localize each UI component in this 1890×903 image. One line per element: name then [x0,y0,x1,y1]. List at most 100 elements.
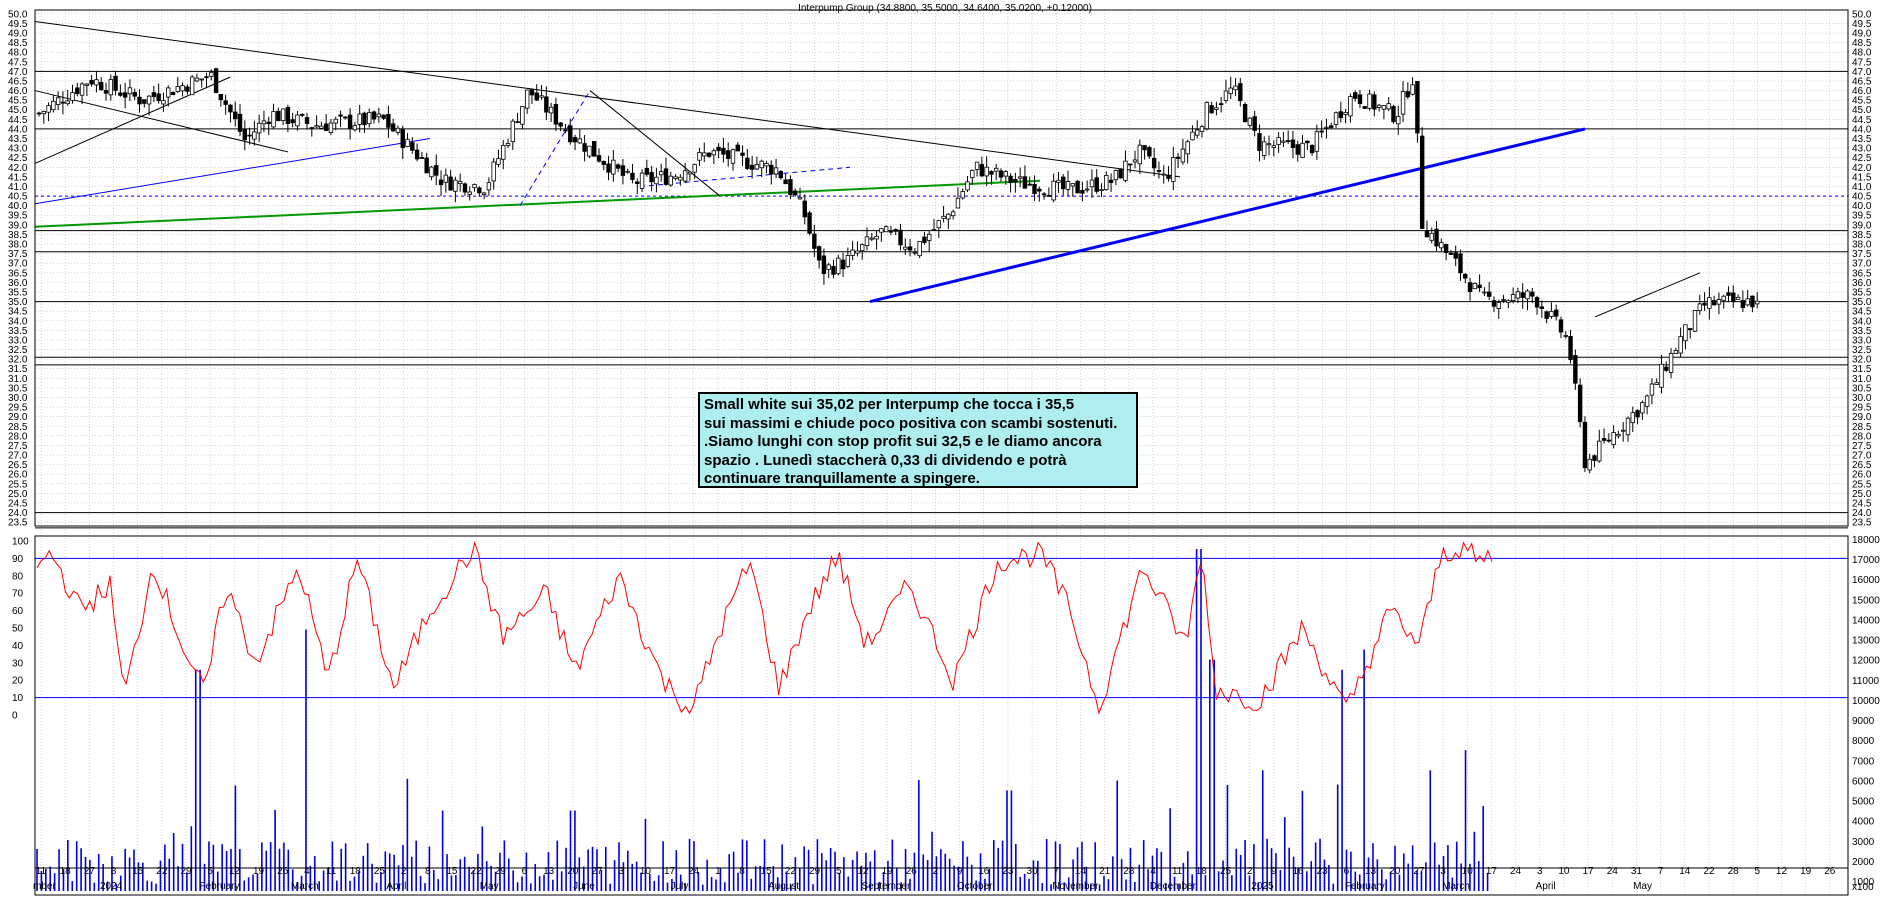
candle-body [1247,117,1253,126]
candle [1716,292,1722,315]
candle-body [46,105,51,113]
day-tick: 5 [1755,866,1761,877]
candle-body [950,211,956,217]
candle-body [223,100,228,105]
trendline [34,21,1181,178]
candle [1577,378,1583,428]
price-tick-left: 46.5 [8,76,28,87]
price-tick-left: 43.5 [8,134,28,145]
price-tick-left: 35.5 [8,287,28,298]
candle-body [611,159,616,175]
candle [1429,227,1434,244]
candle [108,74,113,101]
candle-body [1266,143,1272,146]
candle-body [596,155,602,162]
day-tick: 10 [640,866,652,877]
candle-body [1065,181,1071,190]
candle [1515,287,1521,304]
candle-body [1649,383,1655,396]
indicator-panel-frame [34,535,1849,896]
price-tick-left: 23.5 [8,518,28,529]
price-tick-right: 39.5 [1852,211,1872,222]
day-tick: 5 [207,866,213,877]
candle-body [1281,140,1286,143]
candle-body [836,257,841,275]
candle-body [1113,169,1119,181]
candle [682,162,688,184]
day-tick: 20 [567,866,579,877]
candle [233,101,238,127]
day-tick: 26 [906,866,918,877]
candle-body [434,165,439,176]
candle-body [414,149,420,160]
candle-body [204,76,209,79]
candle-body [1539,306,1545,309]
candle [266,116,271,136]
candle-body [927,233,932,241]
candle-body [931,229,937,231]
candle [1534,295,1540,315]
candle-body [1142,145,1147,151]
candle-body [1563,335,1568,337]
day-tick: 15 [132,866,144,877]
candle [161,92,166,112]
candle-body [1606,439,1612,442]
candle [917,241,922,259]
candle [1319,120,1324,138]
candle [1424,220,1430,238]
candle [228,103,233,123]
candle-body [142,99,147,104]
candle [1017,167,1023,188]
candle-body [572,137,578,143]
candle [1037,186,1042,202]
candle [1065,170,1071,197]
day-tick: 19 [253,866,265,877]
candle-body [1659,363,1664,388]
candle-body [1252,116,1257,131]
day-tick: 18 [350,866,362,877]
candle-body [1367,93,1372,109]
candle [51,95,56,113]
candle-body [1027,183,1032,186]
candle [204,72,209,89]
trendlines [34,21,1701,318]
price-tick-left: 45.0 [8,105,28,116]
candle-body [965,181,970,191]
candle-body [1262,141,1267,156]
volume-tick: 1000 [1852,877,1875,888]
candle [946,213,951,230]
candle [223,94,228,115]
candle [1104,171,1109,191]
candle-body [773,167,779,175]
price-tick-left: 25.0 [8,489,28,500]
candle [864,227,870,251]
day-tick: 30 [1027,866,1039,877]
candle [1568,329,1573,364]
price-tick-right: 42.5 [1852,153,1872,164]
candle-body [654,176,659,185]
candle [1094,169,1099,194]
price-tick-left: 29.0 [8,412,28,423]
candle-body [1151,157,1157,169]
candle [1702,292,1707,311]
day-tick: 17 [1583,866,1595,877]
candle [36,111,42,117]
candle [1376,103,1382,112]
candle-body [1755,300,1760,305]
candle-body [1290,139,1296,148]
candle [515,112,520,124]
candle-body [228,104,233,113]
day-tick: 8 [739,866,745,877]
price-panel-frame [34,9,1849,527]
price-tick-right: 32.0 [1852,355,1872,366]
day-tick: 1 [715,866,721,877]
candle [1324,118,1329,139]
candle-body [888,230,894,233]
price-tick-left: 28.5 [8,422,28,433]
candlestick-series [36,67,1760,474]
candle-body [314,125,319,128]
candle [491,157,496,190]
day-tick: 5 [836,866,842,877]
candle-body [309,127,315,129]
price-tick-left: 30.0 [8,393,28,404]
